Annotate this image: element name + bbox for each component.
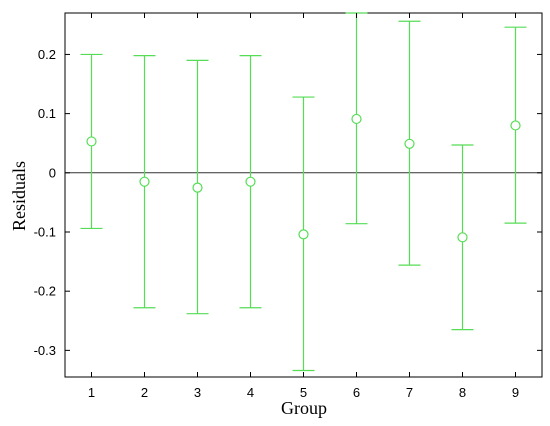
y-tick-label: 0.1 <box>38 106 56 121</box>
axis-ticks: 1 2 3 4 5 6 7 8 9 -0.3 -0.2 -0.1 0 0.1 0.2 <box>34 13 542 400</box>
y-tick-label: -0.3 <box>34 343 56 358</box>
x-tick-label: 5 <box>300 385 307 400</box>
data-point <box>192 182 203 193</box>
data-point <box>86 136 97 147</box>
data-point <box>139 176 150 187</box>
data-point <box>457 232 468 243</box>
y-tick-label: 0.2 <box>38 47 56 62</box>
error-bar-series <box>80 12 527 372</box>
x-tick-label: 3 <box>194 385 201 400</box>
error-bar-group-6 <box>345 12 368 225</box>
x-tick-label: 6 <box>353 385 360 400</box>
data-point <box>510 120 521 131</box>
error-bar-group-3 <box>186 59 209 315</box>
error-bar-group-1 <box>80 53 103 230</box>
error-bar-group-8 <box>451 144 474 331</box>
y-tick-label: 0 <box>49 165 56 180</box>
x-tick-label: 9 <box>512 385 519 400</box>
error-bar-group-9 <box>504 26 527 224</box>
x-tick-label: 2 <box>141 385 148 400</box>
x-axis-label: Group <box>281 398 327 418</box>
error-bar-group-4 <box>239 55 262 309</box>
error-bar-group-2 <box>133 55 156 309</box>
y-tick-label: -0.1 <box>34 224 56 239</box>
data-point <box>245 176 256 187</box>
x-tick-label: 1 <box>88 385 95 400</box>
x-tick-label: 4 <box>247 385 254 400</box>
data-point <box>404 138 415 149</box>
data-point <box>351 113 362 125</box>
error-bar-group-7 <box>398 20 421 266</box>
y-axis-label: Residuals <box>9 161 29 231</box>
data-point <box>298 229 309 240</box>
x-tick-label: 8 <box>459 385 466 400</box>
error-bar-group-5 <box>292 96 315 372</box>
y-tick-label: -0.2 <box>34 284 56 299</box>
x-tick-label: 7 <box>406 385 413 400</box>
